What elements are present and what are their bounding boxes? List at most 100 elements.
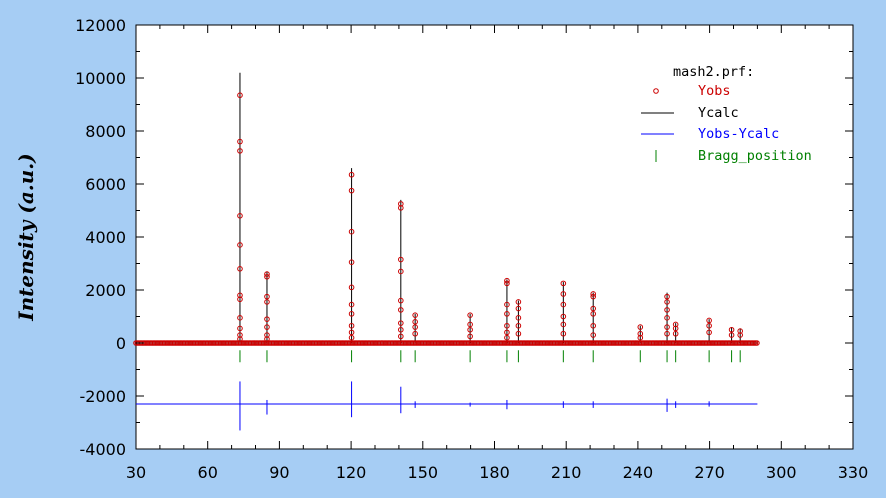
yobs-point [348, 187, 355, 194]
yobs-point [264, 324, 270, 330]
x-tick-label: 270 [694, 463, 725, 482]
y-tick-label: 6000 [85, 175, 126, 194]
yobs-point [412, 330, 418, 337]
yobs-point [237, 325, 243, 332]
yobs-point [504, 277, 510, 284]
yobs-point [398, 297, 404, 304]
yobs-point [515, 299, 522, 305]
legend-entry-label: Yobs [698, 83, 731, 99]
yobs-point [754, 340, 760, 346]
yobs-point [348, 311, 355, 317]
x-tick-label: 150 [408, 463, 439, 482]
yobs-point [467, 326, 473, 333]
yobs-point [264, 273, 270, 280]
yobs-point [515, 305, 522, 312]
yobs-point [590, 293, 597, 300]
plot-area [135, 24, 854, 450]
yobs-point [398, 268, 404, 275]
yobs-point [706, 317, 712, 324]
yobs-point [264, 332, 270, 338]
yobs-point [706, 329, 712, 336]
yobs-point [264, 316, 270, 322]
yobs-point [515, 322, 522, 329]
x-tick-label: 300 [766, 463, 797, 482]
yobs-point [348, 228, 355, 235]
yobs-point [348, 284, 355, 291]
yobs-point [348, 259, 355, 265]
yobs-point [590, 305, 597, 312]
yobs-point [237, 266, 243, 272]
y-tick-label: 0 [116, 334, 126, 353]
x-tick-label: 60 [198, 463, 218, 482]
yobs-point [237, 296, 243, 303]
yobs-point [590, 322, 597, 329]
yobs-point [664, 293, 670, 300]
yobs-point [412, 319, 418, 325]
yobs-point [237, 148, 243, 154]
legend-entry-label: Ycalc [698, 105, 739, 121]
y-tick-label: 10000 [75, 69, 126, 88]
x-tick-label: 180 [479, 463, 510, 482]
y-axis-label: Intensity (a.u.) [14, 153, 38, 321]
legend-entry-label: Bragg_position [698, 148, 812, 164]
yobs-point [560, 291, 567, 297]
y-tick-label: 2000 [85, 281, 126, 300]
yobs-point [237, 315, 243, 321]
yobs-point [398, 320, 404, 326]
yobs-point [398, 201, 404, 207]
yobs-point [504, 280, 510, 287]
yobs-point [515, 315, 522, 321]
y-tick-label: -4000 [80, 440, 127, 459]
yobs-point [664, 307, 670, 313]
x-tick-label: 210 [551, 463, 582, 482]
legend-marker-circle [653, 88, 659, 94]
yobs-point [664, 299, 670, 305]
yobs-point [590, 311, 597, 317]
x-tick-label: 90 [269, 463, 289, 482]
yobs-point [398, 326, 404, 333]
x-tick-label: 330 [838, 463, 869, 482]
yobs-point [560, 280, 567, 287]
yobs-point [412, 324, 418, 330]
yobs-point [348, 171, 355, 178]
yobs-point [398, 307, 404, 313]
yobs-point [237, 138, 243, 145]
yobs-point [664, 315, 670, 321]
yobs-point [264, 293, 270, 300]
yobs-point [560, 321, 567, 328]
yobs-point [398, 205, 404, 211]
yobs-point [737, 332, 743, 338]
legend-title: mash2.prf: [673, 64, 754, 80]
yobs-point [672, 325, 679, 332]
yobs-point [504, 301, 510, 308]
yobs-point [467, 333, 473, 340]
legend-entry-label: Yobs-Ycalc [698, 126, 779, 142]
y-tick-label: 12000 [75, 16, 126, 35]
yobs-point [728, 326, 735, 333]
y-tick-label: 8000 [85, 122, 126, 141]
yobs-point [664, 324, 670, 330]
yobs-point [237, 213, 243, 219]
yobs-point [590, 291, 597, 297]
yobs-point [637, 334, 644, 341]
yobs-point [348, 301, 355, 308]
y-tick-label: 4000 [85, 228, 126, 247]
yobs-point [348, 334, 355, 341]
yobs-point [560, 313, 567, 320]
yobs-point [398, 256, 404, 263]
yobs-point [467, 321, 473, 328]
yobs-point [637, 330, 644, 337]
yobs-point [737, 328, 743, 334]
yobs-point [590, 332, 597, 338]
yobs-point [672, 321, 679, 328]
yobs-point [672, 330, 679, 337]
yobs-point [515, 330, 522, 337]
yobs-point [560, 301, 567, 308]
yobs-point [706, 322, 712, 329]
yobs-point [504, 329, 510, 336]
yobs-point [237, 292, 243, 299]
yobs-point [637, 324, 644, 330]
x-tick-label: 240 [623, 463, 654, 482]
